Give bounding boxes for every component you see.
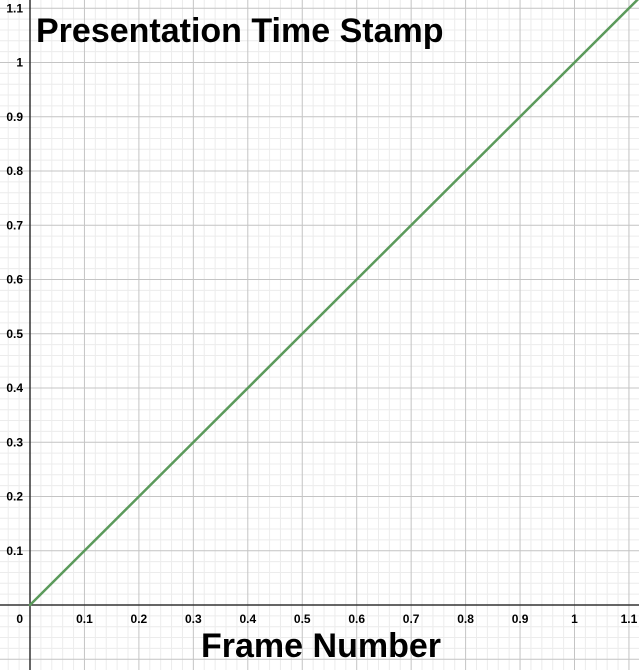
- y-axis-label: Presentation Time Stamp: [36, 12, 444, 50]
- y-tick-label: 0.5: [6, 327, 23, 341]
- series-group: [28, 0, 639, 607]
- y-tick-label: 1: [16, 56, 23, 70]
- x-tick-label: 0.7: [403, 612, 420, 626]
- tick-labels: 0.1 0.2 0.3 0.4 0.5 0.6 0.7 0.8 0.9 1 1.1 0.1 0.2 0.3…: [6, 1, 637, 626]
- x-tick-label: 0.4: [239, 612, 256, 626]
- x-tick-label: 0.5: [294, 612, 311, 626]
- y-tick-label: 0.6: [6, 273, 23, 287]
- y-tick-label: 0.2: [6, 490, 23, 504]
- y-tick-label: 0.4: [6, 381, 23, 395]
- x-tick-label: 0.6: [348, 612, 365, 626]
- x-tick-label: 0.2: [131, 612, 148, 626]
- x-tick-label: 1: [571, 612, 578, 626]
- series-line-1: [28, 0, 639, 607]
- y-tick-label: 0.1: [6, 544, 23, 558]
- x-tick-label: 0.3: [185, 612, 202, 626]
- origin-tick-label: 0: [16, 612, 23, 626]
- x-tick-label: 0.9: [512, 612, 529, 626]
- x-tick-label: 1.1: [621, 612, 638, 626]
- x-tick-label: 0.1: [76, 612, 93, 626]
- x-tick-label: 0.8: [457, 612, 474, 626]
- y-tick-label: 0.9: [6, 110, 23, 124]
- y-tick-label: 0.8: [6, 164, 23, 178]
- y-tick-label: 0.7: [6, 218, 23, 232]
- y-tick-label: 0.3: [6, 435, 23, 449]
- y-tick-label: 1.1: [6, 1, 23, 15]
- x-axis-label: Frame Number: [201, 627, 441, 665]
